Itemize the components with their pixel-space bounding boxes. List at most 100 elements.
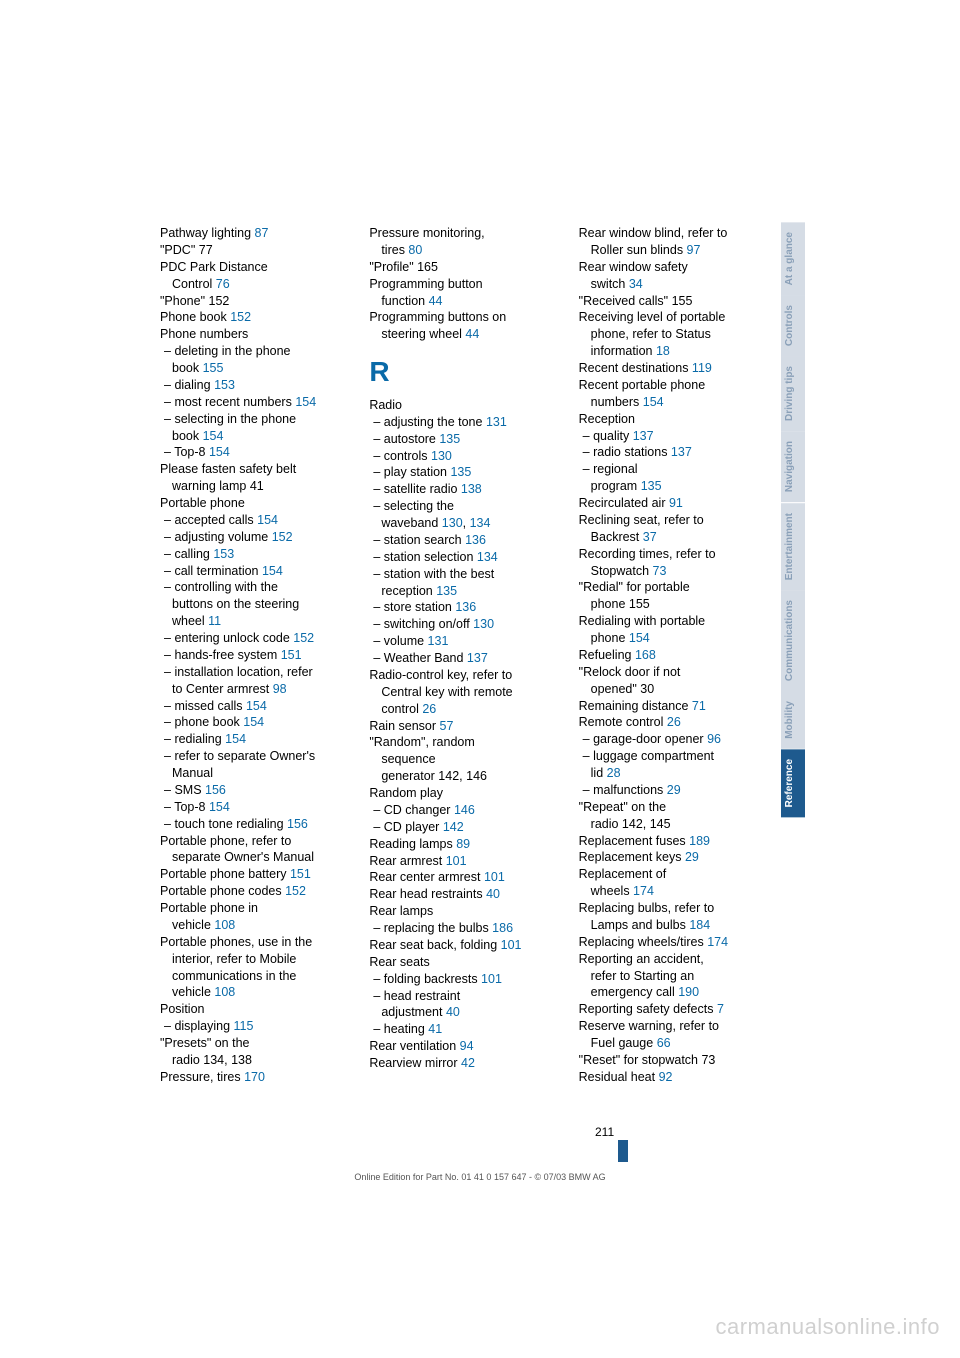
index-entry: book 155 — [160, 360, 351, 377]
page-ref[interactable]: 131 — [486, 415, 507, 429]
page-ref[interactable]: 184 — [689, 918, 710, 932]
page-ref[interactable]: 94 — [460, 1039, 474, 1053]
page-ref[interactable]: 154 — [246, 699, 267, 713]
page-ref[interactable]: 96 — [707, 732, 721, 746]
page-ref[interactable]: 73 — [653, 564, 667, 578]
page-ref[interactable]: 146 — [454, 803, 475, 817]
page-ref[interactable]: 154 — [262, 564, 283, 578]
page-ref[interactable]: 156 — [287, 817, 308, 831]
page-ref[interactable]: 115 — [234, 1019, 254, 1033]
page-ref[interactable]: 154 — [643, 395, 664, 409]
page-ref[interactable]: 170 — [244, 1070, 265, 1084]
page-ref[interactable]: 92 — [659, 1070, 673, 1084]
page-ref[interactable]: 28 — [607, 766, 621, 780]
page-ref[interactable]: 138 — [461, 482, 482, 496]
page-ref[interactable]: 41 — [428, 1022, 442, 1036]
index-entry: "Presets" on the — [160, 1035, 351, 1052]
page-ref[interactable]: 101 — [446, 854, 467, 868]
page-ref[interactable]: 154 — [295, 395, 316, 409]
page-ref[interactable]: 154 — [203, 429, 224, 443]
page-ref[interactable]: 66 — [657, 1036, 671, 1050]
page-ref[interactable]: 80 — [408, 243, 422, 257]
page-ref[interactable]: 137 — [671, 445, 692, 459]
page-ref[interactable]: 136 — [455, 600, 476, 614]
page-ref[interactable]: 137 — [633, 429, 654, 443]
page-ref[interactable]: 119 — [692, 361, 712, 375]
page-ref[interactable]: 44 — [429, 294, 443, 308]
page-ref[interactable]: 26 — [422, 702, 436, 716]
section-tab[interactable]: At a glance — [781, 222, 805, 295]
page-ref[interactable]: 76 — [216, 277, 230, 291]
page-ref[interactable]: 101 — [484, 870, 505, 884]
page-ref[interactable]: 97 — [687, 243, 701, 257]
page-ref[interactable]: 151 — [290, 867, 311, 881]
page-ref[interactable]: 98 — [273, 682, 287, 696]
page-ref[interactable]: 101 — [481, 972, 502, 986]
section-tab[interactable]: Reference — [781, 749, 805, 817]
page-ref[interactable]: 11 — [208, 614, 221, 628]
page-ref[interactable]: 168 — [635, 648, 656, 662]
page-ref[interactable]: 156 — [205, 783, 226, 797]
section-tab[interactable]: Mobility — [781, 691, 805, 749]
page-ref[interactable]: 26 — [667, 715, 681, 729]
page-ref[interactable]: 87 — [255, 226, 269, 240]
page-ref[interactable]: 37 — [643, 530, 657, 544]
index-entry: control 26 — [369, 701, 560, 718]
page-ref[interactable]: 7 — [717, 1002, 724, 1016]
page-ref[interactable]: 152 — [285, 884, 306, 898]
page-ref[interactable]: 186 — [492, 921, 513, 935]
page-ref[interactable]: 29 — [685, 850, 699, 864]
page-ref[interactable]: 151 — [281, 648, 302, 662]
page-ref[interactable]: 154 — [629, 631, 650, 645]
page-ref[interactable]: 154 — [243, 715, 264, 729]
page-ref[interactable]: 57 — [440, 719, 454, 733]
page-ref[interactable]: 130 — [442, 516, 463, 530]
page-ref[interactable]: 108 — [214, 985, 235, 999]
page-ref[interactable]: 152 — [230, 310, 251, 324]
page-ref[interactable]: 154 — [257, 513, 278, 527]
index-entry: Reclining seat, refer to — [579, 512, 770, 529]
page-ref[interactable]: 174 — [707, 935, 728, 949]
page-ref[interactable]: 135 — [439, 432, 460, 446]
page-ref[interactable]: 136 — [465, 533, 486, 547]
page-ref[interactable]: 89 — [456, 837, 470, 851]
page-ref[interactable]: 130 — [473, 617, 494, 631]
page-ref[interactable]: 189 — [689, 834, 710, 848]
watermark: carmanualsonline.info — [715, 1314, 940, 1340]
page-ref[interactable]: 155 — [203, 361, 224, 375]
page-ref[interactable]: 135 — [641, 479, 662, 493]
page-ref[interactable]: 71 — [692, 699, 706, 713]
page-ref[interactable]: 135 — [436, 584, 457, 598]
page-ref[interactable]: 130 — [431, 449, 452, 463]
page-ref[interactable]: 152 — [293, 631, 314, 645]
section-tab[interactable]: Driving tips — [781, 356, 805, 431]
page-ref[interactable]: 153 — [214, 378, 235, 392]
page-ref[interactable]: 152 — [272, 530, 293, 544]
page-ref[interactable]: 190 — [678, 985, 699, 999]
page-ref[interactable]: 44 — [465, 327, 479, 341]
page-ref[interactable]: 137 — [467, 651, 488, 665]
page-ref[interactable]: 91 — [669, 496, 683, 510]
page-ref[interactable]: 131 — [428, 634, 449, 648]
page-ref[interactable]: 40 — [446, 1005, 460, 1019]
page-ref[interactable]: 134 — [470, 516, 491, 530]
page-ref[interactable]: 135 — [450, 465, 471, 479]
page-ref[interactable]: 42 — [461, 1056, 475, 1070]
page-ref[interactable]: 154 — [225, 732, 246, 746]
page-ref[interactable]: 142 — [443, 820, 464, 834]
page-ref[interactable]: 174 — [633, 884, 654, 898]
section-tab[interactable]: Controls — [781, 295, 805, 356]
page-ref[interactable]: 153 — [213, 547, 234, 561]
page-ref[interactable]: 29 — [667, 783, 681, 797]
page-ref[interactable]: 34 — [629, 277, 643, 291]
page-ref[interactable]: 101 — [501, 938, 522, 952]
page-ref[interactable]: 18 — [656, 344, 670, 358]
section-tab[interactable]: Navigation — [781, 431, 805, 502]
section-tab[interactable]: Communications — [781, 590, 805, 691]
page-ref[interactable]: 154 — [209, 800, 230, 814]
page-ref[interactable]: 108 — [214, 918, 235, 932]
page-ref[interactable]: 40 — [486, 887, 500, 901]
page-ref[interactable]: 134 — [477, 550, 498, 564]
page-ref[interactable]: 154 — [209, 445, 230, 459]
section-tab[interactable]: Entertainment — [781, 503, 805, 590]
